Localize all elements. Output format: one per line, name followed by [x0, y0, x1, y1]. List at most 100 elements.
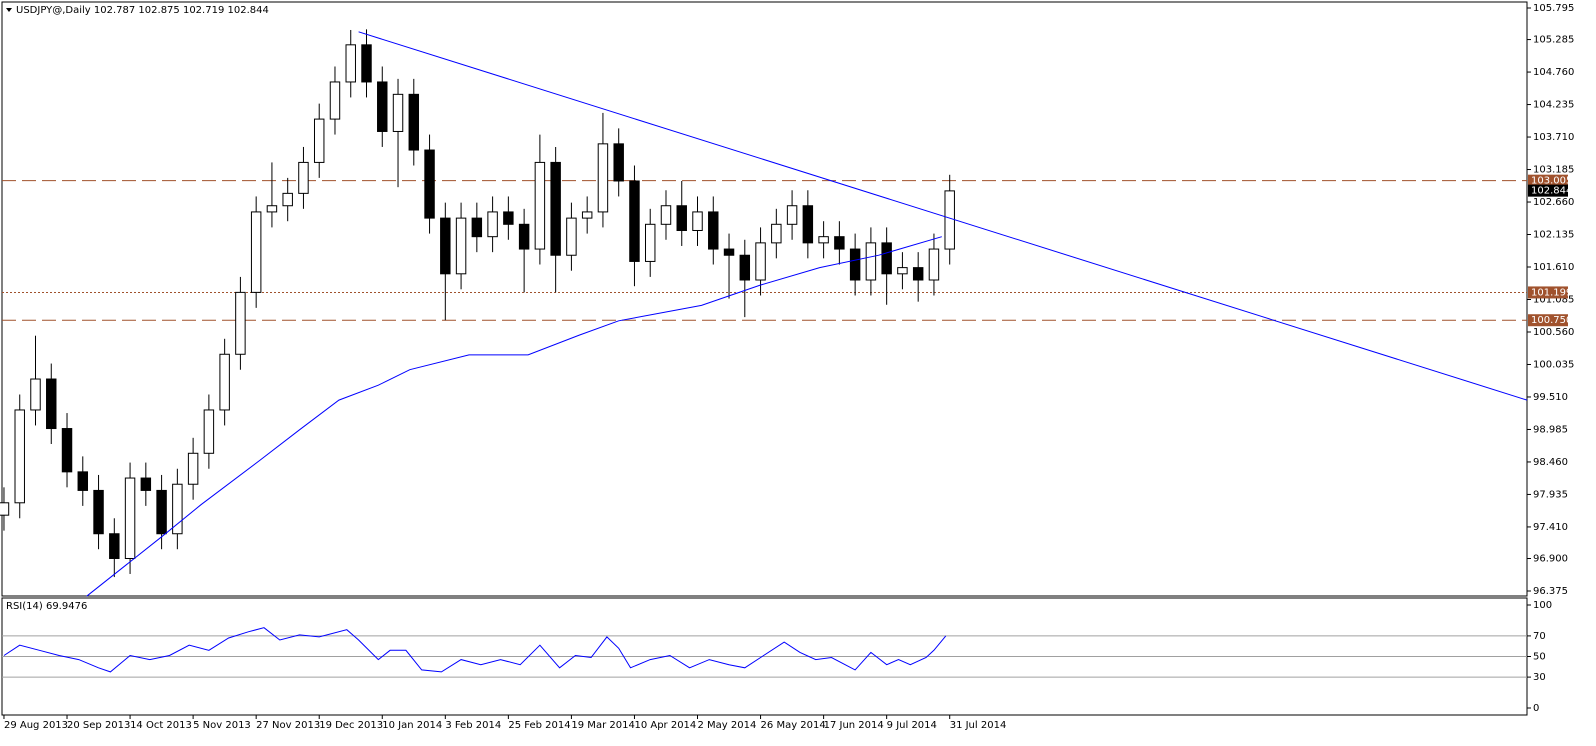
candle-body: [550, 161, 561, 256]
candle-body: [581, 211, 593, 219]
candle-body: [30, 378, 41, 411]
candle-body: [755, 242, 766, 281]
y-tick-label: 70: [1533, 631, 1546, 642]
candle-body: [849, 248, 861, 281]
candle-body: [708, 211, 719, 250]
overlay-line: [358, 31, 1528, 401]
candle-body: [613, 143, 624, 182]
candle-body: [503, 211, 514, 225]
candle-body: [313, 118, 325, 163]
y-tick-label: 101.085: [1533, 294, 1574, 305]
candle-body: [487, 211, 498, 238]
candle-body: [534, 161, 546, 250]
candle-body: [361, 44, 372, 83]
candle-body: [345, 44, 356, 83]
candle-body: [786, 205, 798, 225]
candle-body: [392, 93, 404, 132]
level-label: 103.005: [1531, 176, 1572, 187]
y-tick-label: 105.795: [1533, 3, 1574, 14]
y-tick-label: 105.285: [1533, 35, 1574, 46]
candle-body: [566, 217, 577, 256]
y-tick-label: 98.460: [1533, 457, 1568, 468]
candle-body: [203, 409, 215, 454]
candle-body: [124, 477, 136, 559]
candle-body: [424, 149, 435, 219]
candle-body: [692, 211, 703, 231]
candle-body: [818, 236, 829, 244]
candle-body: [771, 223, 782, 244]
last-price-tag: [1528, 184, 1568, 197]
x-tick-label: 19 Dec 2013: [319, 720, 383, 731]
x-tick-label: 14 Oct 2013: [130, 720, 192, 731]
level-tag: [1528, 286, 1568, 299]
x-tick-label: 26 May 2014: [761, 720, 826, 731]
candle-body: [912, 267, 924, 281]
level-label: 100.750: [1531, 315, 1572, 326]
overlay-line: [86, 236, 942, 597]
x-tick-label: 29 Aug 2013: [4, 720, 68, 731]
candle-body: [235, 291, 246, 355]
candle-body: [518, 223, 530, 250]
y-tick-label: 98.985: [1533, 424, 1568, 435]
y-tick-label: 104.760: [1533, 67, 1574, 78]
x-tick-label: 20 Sep 2013: [67, 720, 130, 731]
y-tick-label: 103.710: [1533, 132, 1574, 143]
y-tick-label: 102.660: [1533, 197, 1574, 208]
y-tick-label: 97.410: [1533, 522, 1568, 533]
candle-body: [865, 242, 877, 281]
candle-body: [471, 217, 483, 238]
rsi-line: [3, 627, 947, 673]
candle-body: [77, 471, 89, 491]
x-tick-label: 3 Feb 2014: [445, 720, 501, 731]
level-tag: [1528, 314, 1568, 327]
candle-body: [377, 81, 388, 132]
candle-body: [834, 236, 845, 250]
x-tick-label: 19 Mar 2014: [571, 720, 634, 731]
menu-marker: [6, 8, 12, 12]
candle-body: [156, 489, 167, 535]
y-tick-label: 104.235: [1533, 100, 1574, 111]
y-tick-label: 103.185: [1533, 165, 1574, 176]
candle-body: [881, 242, 892, 275]
candle-body: [408, 93, 420, 151]
candle-body: [109, 533, 120, 559]
candle-body: [172, 483, 183, 535]
candle-body: [739, 254, 751, 281]
candle-body: [61, 428, 73, 473]
y-tick-label: 102.135: [1533, 230, 1574, 241]
y-tick-label: 96.900: [1533, 553, 1568, 564]
candle-body: [455, 217, 467, 275]
candle-body: [187, 452, 199, 485]
y-tick-label: 99.510: [1533, 392, 1568, 403]
candle-body: [597, 143, 609, 213]
y-tick-label: 100: [1533, 600, 1552, 611]
candle-body: [660, 205, 672, 225]
y-tick-label: 50: [1533, 652, 1546, 663]
last-price-label: 102.844: [1531, 186, 1572, 197]
candle-body: [282, 192, 293, 207]
candle-body: [944, 190, 955, 250]
y-tick-label: 96.375: [1533, 586, 1568, 597]
candle-body: [928, 248, 940, 281]
candle-body: [802, 205, 814, 244]
x-tick-label: 17 Jun 2014: [824, 720, 884, 731]
candle-body: [250, 211, 262, 293]
x-tick-label: 5 Nov 2013: [193, 720, 251, 731]
y-tick-label: 100.035: [1533, 359, 1574, 370]
candle-body: [46, 378, 57, 430]
candle-body: [329, 81, 341, 120]
candle-body: [629, 180, 640, 262]
candle-body: [266, 205, 278, 213]
candle-body: [723, 248, 735, 256]
candle-body: [676, 205, 687, 231]
y-tick-label: 97.935: [1533, 489, 1568, 500]
rsi-title: RSI(14) 69.9476: [6, 601, 87, 612]
candle-body: [0, 502, 10, 516]
chart-title: USDJPY@,Daily 102.787 102.875 102.719 10…: [16, 5, 269, 16]
level-label: 101.199: [1531, 287, 1572, 298]
candle-body: [219, 353, 230, 411]
candle-body: [298, 161, 309, 194]
